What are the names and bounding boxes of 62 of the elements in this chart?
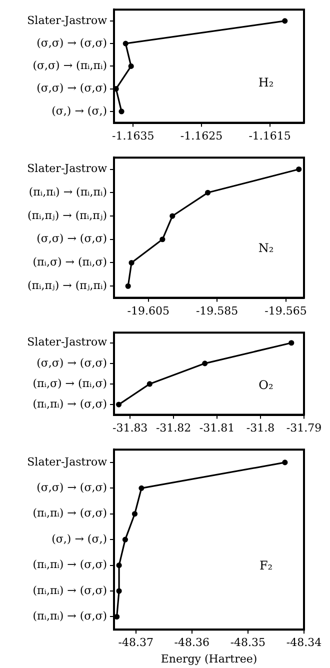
point	[138, 485, 144, 491]
point	[205, 190, 211, 196]
point	[128, 63, 134, 69]
y-tick-label: (πᵢ,πᵢ) → (πᵢ,πᵢ)	[28, 186, 107, 199]
point	[282, 18, 288, 24]
annotation: H₂	[258, 75, 274, 90]
x-tick-label: -1.1625	[180, 129, 223, 142]
y-tick-label: Slater-Jastrow	[27, 455, 108, 468]
point	[132, 511, 138, 517]
y-tick-label: (πᵢ,πᵢ) → (σ,σ)	[32, 558, 107, 572]
y-tick-label: (πᵢ,πᵢ) → (σ,σ)	[32, 584, 107, 597]
point	[122, 40, 128, 46]
y-tick-label: (σ,σ) → (σ,σ)	[36, 36, 107, 50]
y-tick-label: (σ,σ) → (σ,σ)	[36, 356, 107, 370]
x-tick-label: -31.83	[112, 421, 148, 434]
point	[122, 536, 128, 542]
point	[288, 340, 294, 346]
x-tick-label: -48.37	[118, 636, 154, 650]
y-tick-label: (σ,σ) → (σ,σ)	[36, 82, 107, 95]
x-tick-label: -1.1635	[112, 129, 154, 142]
x-tick-label: -48.35	[230, 636, 266, 650]
y-tick-label: (σ,) → (σ,)	[52, 104, 107, 118]
x-tick-label: -1.1615	[248, 129, 291, 142]
point	[116, 562, 122, 568]
point	[118, 108, 124, 114]
y-tick-label: (σ,) → (σ,)	[52, 532, 107, 546]
x-tick-label: -31.81	[199, 421, 235, 434]
y-tick-label: (σ,σ) → (σ,σ)	[36, 232, 107, 246]
x-tick-label: -48.36	[174, 636, 210, 650]
annotation: N₂	[258, 240, 274, 255]
point	[296, 166, 302, 172]
y-tick-label: (πᵢ,πⱼ) → (πᵢ,πⱼ)	[27, 208, 107, 222]
y-tick-label: Slater-Jastrow	[27, 14, 108, 27]
point	[125, 283, 131, 289]
point	[160, 236, 166, 242]
annotation: O₂	[258, 378, 274, 392]
y-tick-label: (πᵢ,σ) → (πᵢ,σ)	[32, 376, 107, 390]
point	[202, 360, 208, 366]
y-tick-label: (πᵢ,σ) → (πᵢ,σ)	[32, 256, 107, 269]
x-tick-label: -19.565	[264, 304, 307, 318]
x-tick-label: -31.8	[246, 421, 275, 434]
y-tick-label: Slater-Jastrow	[27, 162, 108, 176]
point	[116, 588, 122, 594]
x-axis-title: Energy (Hartree)	[160, 652, 258, 666]
point	[282, 460, 288, 466]
y-tick-label: Slater-Jastrow	[27, 336, 108, 349]
y-tick-label: (σ,σ) → (σ,σ)	[36, 481, 107, 494]
x-tick-label: -19.585	[196, 304, 238, 318]
y-tick-label: (πᵢ,πⱼ) → (πⱼ,πᵢ)	[27, 278, 107, 292]
y-tick-label: (πᵢ,πᵢ) → (σ,σ)	[32, 610, 107, 623]
point	[116, 402, 122, 408]
x-tick-label: -31.79	[286, 421, 322, 434]
annotation: F₂	[259, 558, 273, 573]
point	[170, 213, 176, 219]
y-tick-label: (πᵢ,πᵢ) → (σ,σ)	[32, 506, 107, 520]
x-tick-label: -31.82	[156, 421, 192, 434]
x-tick-label: -48.34	[286, 636, 322, 650]
x-tick-label: -19.605	[127, 304, 170, 318]
point	[146, 381, 152, 387]
y-tick-label: (σ,σ) → (πᵢ,πᵢ)	[32, 59, 107, 72]
point	[128, 260, 134, 266]
y-tick-label: (πᵢ,πᵢ) → (σ,σ)	[32, 397, 107, 410]
